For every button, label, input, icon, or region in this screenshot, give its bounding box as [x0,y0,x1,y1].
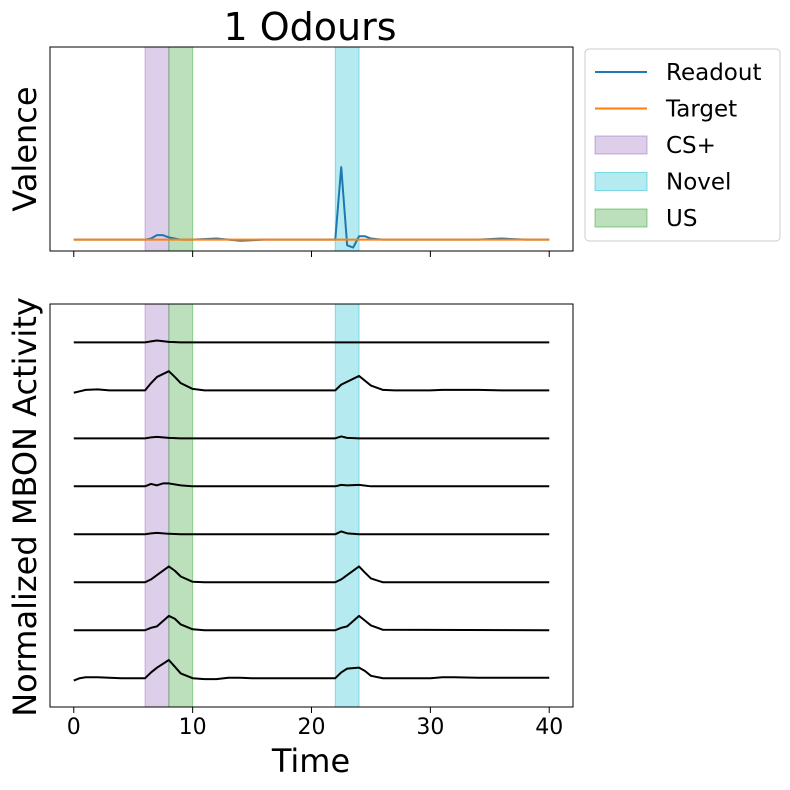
valence-axes-frame [49,46,574,252]
legend-label: Target [665,97,737,123]
valence-panel: 1 Odours Valence [6,5,574,257]
legend-label: US [666,206,697,232]
legend: Readout Target CS+ Novel US [584,48,781,242]
mbon-line-trace-6 [73,565,550,584]
legend-label: Readout [666,60,761,86]
legend-label: CS+ [666,133,716,159]
legend-label: Novel [666,170,731,196]
mbon-y-axis-label: Normalized MBON Activity [6,297,44,717]
chart-title: 1 Odours [223,5,396,49]
mbon-line-trace-5 [73,530,550,536]
mbon-x-tick-label: 20 [298,715,326,740]
legend-swatch-cs [594,135,648,155]
valence-shaded-regions [144,46,360,252]
valence-y-axis-label: Valence [6,86,44,211]
mbon-line-trace-7 [73,614,550,632]
valence-shade-us [168,46,194,252]
mbon-shade-novel [334,303,360,708]
valence-x-ticks [73,251,550,257]
mbon-x-tick-label: 10 [179,715,207,740]
mbon-series-lines [73,339,550,682]
legend-swatch-novel [594,172,648,191]
valence-shade-novel [334,46,360,252]
mbon-x-ticks: 0 10 20 30 40 [67,707,563,740]
legend-swatch-us [594,208,648,228]
legend-frame [584,48,781,242]
mbon-shade-us [168,303,194,708]
mbon-x-tick-label: 0 [67,715,81,740]
mbon-axes-frame [49,303,574,708]
mbon-x-tick-label: 30 [416,715,444,740]
valence-series-lines [73,166,550,249]
mbon-line-trace-3 [73,435,550,440]
legend-entries: Readout Target CS+ Novel US [594,60,761,232]
mbon-line-trace-2 [73,370,550,394]
valence-shade-cs [144,46,170,252]
mbon-panel: 0 10 20 30 40 Time Normalized MBON Activity [6,297,574,780]
mbon-x-tick-label: 40 [535,715,563,740]
mbon-line-trace-4 [73,482,550,488]
mbon-shaded-regions [144,303,360,708]
mbon-line-trace-1 [73,339,550,344]
mbon-shade-cs [144,303,170,708]
mbon-line-trace-8 [73,658,550,682]
x-axis-label: Time [271,742,350,780]
